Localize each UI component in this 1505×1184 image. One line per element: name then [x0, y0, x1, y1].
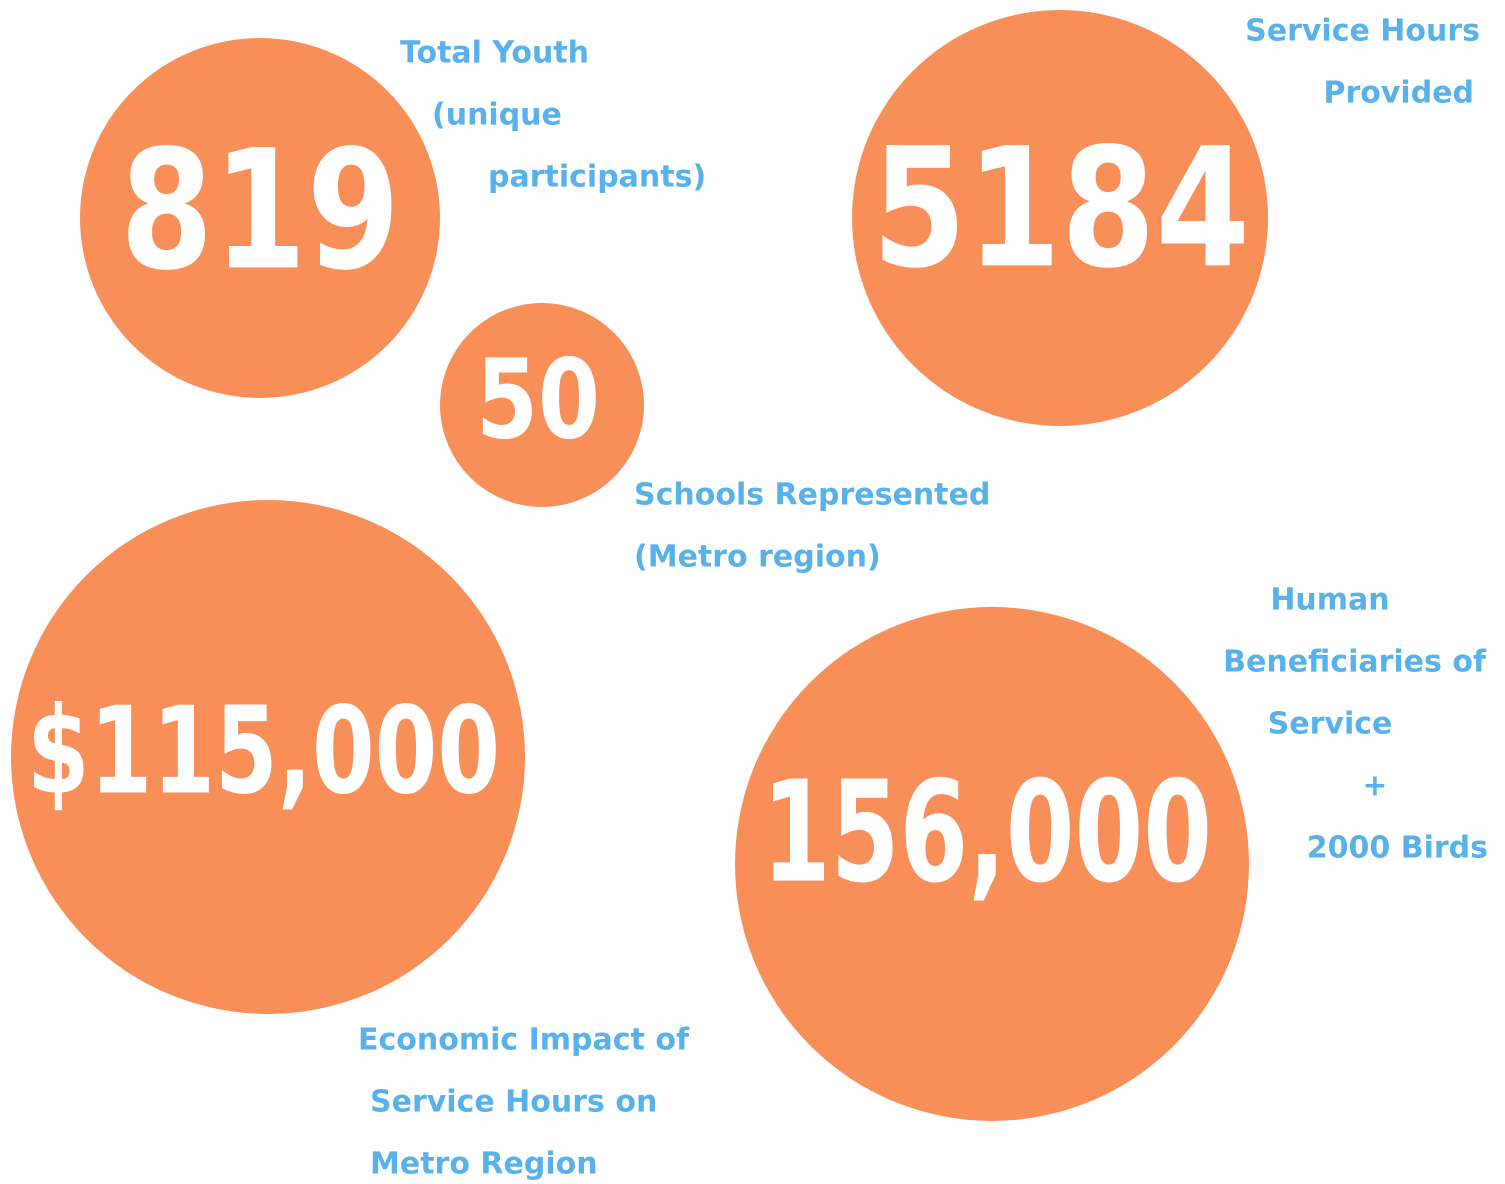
stat-value: 819 [120, 114, 400, 306]
stat-value: 5184 [872, 112, 1250, 304]
stat-label: (Metro region) [634, 540, 881, 575]
stat-label: Service Hours [1245, 14, 1480, 49]
stat-circle [11, 500, 525, 1014]
stat-circle [852, 10, 1268, 426]
stat-label: Beneficiaries of [1223, 645, 1487, 680]
stat-circle [440, 303, 644, 507]
stat-circle [80, 38, 440, 398]
stat-label: Provided [1323, 76, 1474, 111]
stat-label: Total Youth [400, 36, 589, 71]
stat-label: participants) [488, 160, 706, 195]
stat-value: 50 [476, 335, 600, 463]
stat-label: Service [1268, 707, 1393, 742]
stat-label: Human [1270, 583, 1389, 618]
stat-label: Service Hours on [370, 1085, 657, 1120]
stat-label: Metro Region [370, 1147, 598, 1182]
stat-label: (unique [432, 98, 562, 133]
stat-circle [735, 607, 1249, 1121]
stat-label: 2000 Birds [1307, 831, 1488, 866]
stat-label: Schools Represented [634, 478, 990, 513]
stat-label: + [1362, 769, 1387, 804]
stat-value: 156,000 [762, 752, 1212, 915]
stat-value: $115,000 [27, 683, 500, 822]
stat-label: Economic Impact of [358, 1023, 690, 1058]
